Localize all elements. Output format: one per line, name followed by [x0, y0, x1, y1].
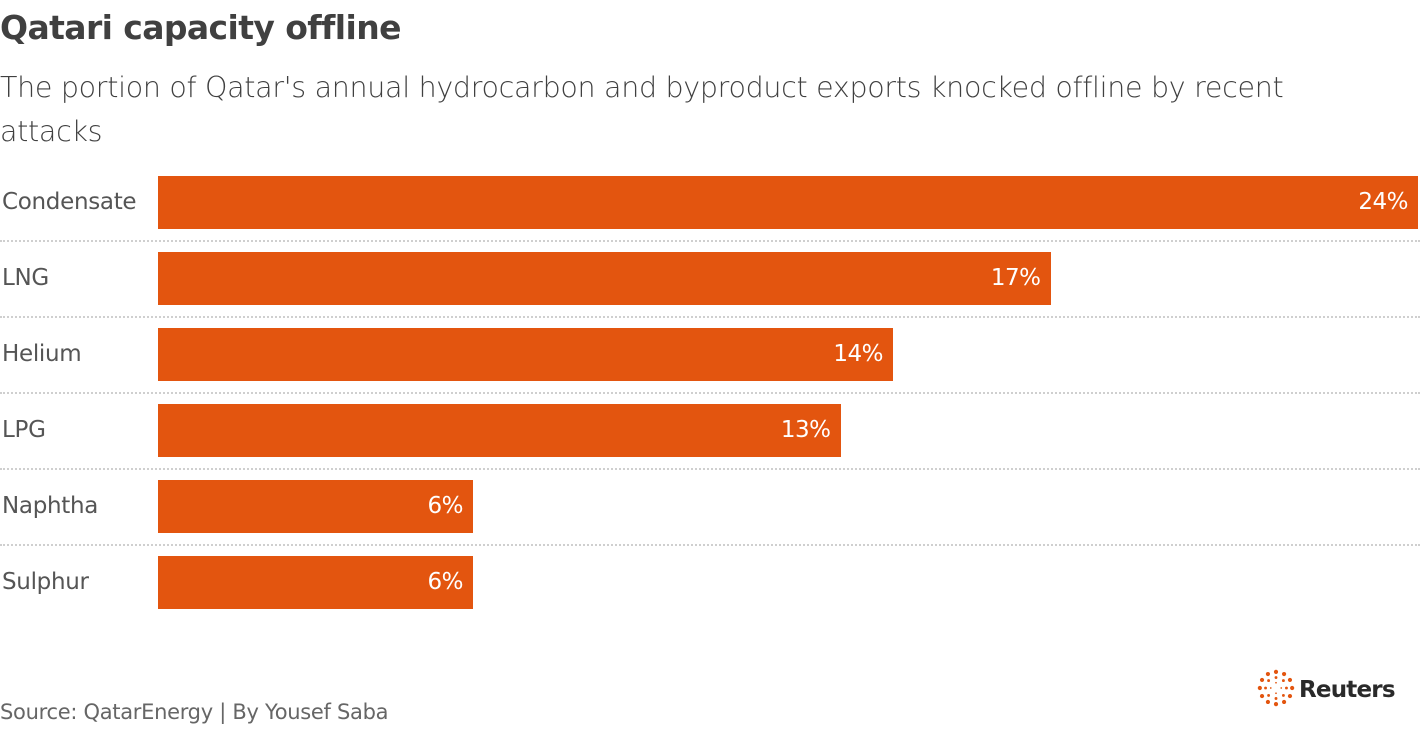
bar-row-lpg: LPG 13%	[0, 404, 1420, 457]
row-separator	[0, 240, 1420, 242]
bar: 6%	[158, 556, 473, 609]
category-label: Sulphur	[2, 569, 89, 595]
source-credit: Source: QatarEnergy | By Yousef Saba	[0, 700, 389, 724]
row-separator	[0, 392, 1420, 394]
category-label: LNG	[2, 265, 49, 291]
bar-value-label: 13%	[780, 417, 831, 443]
category-label: Helium	[2, 341, 82, 367]
bar: 13%	[158, 404, 841, 457]
category-label: LPG	[2, 417, 46, 443]
bar-value-label: 6%	[427, 493, 464, 519]
reuters-dot-ring-icon	[1257, 669, 1295, 711]
reuters-logo: Reuters	[1257, 669, 1396, 711]
bar: 24%	[158, 176, 1418, 229]
bar: 6%	[158, 480, 473, 533]
bar-value-label: 24%	[1358, 189, 1408, 215]
bar-value-label: 6%	[427, 569, 464, 595]
chart-title: Qatari capacity offline	[0, 8, 402, 47]
chart-subtitle: The portion of Qatar's annual hydrocarbo…	[0, 71, 1284, 148]
bar-row-sulphur: Sulphur 6%	[0, 556, 1420, 609]
category-label: Condensate	[2, 189, 137, 215]
bar: 17%	[158, 252, 1051, 305]
reuters-wordmark: Reuters	[1299, 677, 1396, 703]
bar-row-naphtha: Naphtha 6%	[0, 480, 1420, 533]
bar-row-lng: LNG 17%	[0, 252, 1420, 305]
bar-value-label: 14%	[833, 341, 883, 367]
category-label: Naphtha	[2, 493, 99, 519]
row-separator	[0, 544, 1420, 546]
bar-value-label: 17%	[990, 265, 1041, 291]
row-separator	[0, 468, 1420, 470]
row-separator	[0, 316, 1420, 318]
bar: 14%	[158, 328, 893, 381]
bar-row-helium: Helium 14%	[0, 328, 1420, 381]
bar-row-condensate: Condensate 24%	[0, 176, 1420, 229]
